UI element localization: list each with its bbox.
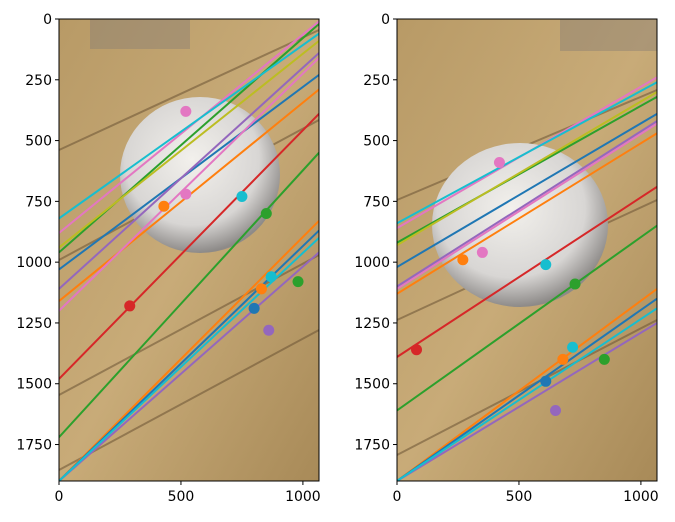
left-x-axis: 0 500 1000 — [55, 481, 321, 505]
left-keypoint-8 — [263, 324, 275, 336]
right-y-tick-label: 500 — [363, 134, 390, 150]
right-y-tick-label: 250 — [363, 73, 390, 89]
left-keypoint-1 — [180, 105, 192, 117]
left-keypoint-2 — [158, 200, 170, 212]
right-keypoint-5 — [569, 278, 581, 290]
left-y-tick-label: 500 — [25, 134, 52, 150]
right-epipolar-line-0 — [397, 112, 657, 268]
right-y-tick-label: 1500 — [354, 377, 390, 393]
right-epipolar-line-11 — [397, 297, 657, 481]
right-epipolar-line-6 — [397, 81, 657, 225]
right-epipolar-line-10 — [397, 288, 657, 481]
right-keypoint-1 — [493, 156, 505, 168]
right-epipolar-line-12 — [397, 322, 657, 481]
right-photo-background — [396, 19, 658, 481]
right-y-tick-label: 1250 — [354, 316, 390, 332]
left-keypoint-0 — [124, 300, 136, 312]
left-plot: 0 500 1000 0 250 500 750 1000 1250 1500 1750 — [16, 12, 320, 505]
left-keypoint-6 — [255, 283, 267, 295]
right-keypoints — [411, 156, 610, 416]
right-epipolar-line-4 — [397, 120, 657, 288]
right-x-tick-label: 0 — [393, 489, 402, 505]
right-epipolar-line-13 — [397, 307, 657, 481]
right-epipolar-line-2 — [397, 95, 657, 244]
left-keypoints — [124, 105, 304, 336]
left-x-tick-label: 500 — [168, 489, 195, 505]
right-plot: 0 500 1000 0 250 500 750 1000 1250 1500 1750 — [354, 12, 658, 505]
right-y-tick-label: 750 — [363, 194, 390, 210]
left-y-axis: 0 250 500 750 1000 1250 1500 1750 — [16, 12, 59, 454]
right-keypoint-2 — [457, 254, 469, 266]
right-x-tick-label: 1000 — [623, 489, 659, 505]
left-y-tick-label: 250 — [25, 73, 52, 89]
right-epipolar-lines — [397, 76, 657, 481]
right-keypoint-3 — [476, 246, 488, 258]
left-epipolar-line-6 — [59, 32, 319, 220]
left-y-tick-label: 0 — [43, 12, 52, 28]
right-y-tick-label: 0 — [381, 12, 390, 28]
left-keypoint-4 — [236, 191, 248, 203]
left-y-tick-label: 750 — [25, 194, 52, 210]
right-y-tick-label: 1750 — [354, 438, 390, 454]
left-epipolar-line-10 — [59, 220, 319, 481]
left-epipolar-line-4 — [59, 52, 319, 290]
left-y-tick-label: 1750 — [16, 438, 52, 454]
right-keypoint-8 — [550, 404, 562, 416]
right-epipolar-line-8 — [397, 122, 657, 290]
right-epipolar-line-7 — [397, 224, 657, 412]
right-y-axis: 0 250 500 750 1000 1250 1500 1750 — [354, 12, 397, 454]
left-x-tick-label: 0 — [55, 489, 64, 505]
right-keypoint-4 — [540, 259, 552, 271]
left-keypoint-3 — [180, 188, 192, 200]
right-epipolar-line-1 — [397, 132, 657, 295]
right-keypoint-10 — [567, 341, 579, 353]
left-y-tick-label: 1500 — [16, 377, 52, 393]
left-epipolar-lines — [59, 20, 319, 481]
right-x-tick-label: 500 — [506, 489, 533, 505]
right-epipolar-line-3 — [397, 185, 657, 358]
right-y-tick-label: 1000 — [354, 255, 390, 271]
right-keypoint-9 — [598, 353, 610, 365]
right-keypoint-0 — [411, 344, 423, 356]
left-keypoint-5 — [260, 208, 272, 220]
left-epipolar-line-12 — [59, 251, 319, 481]
left-x-tick-label: 1000 — [285, 489, 321, 505]
left-keypoint-9 — [292, 276, 304, 288]
right-keypoint-7 — [540, 375, 552, 387]
left-y-tick-label: 1000 — [16, 255, 52, 271]
left-keypoint-7 — [248, 302, 260, 314]
left-epipolar-line-8 — [59, 57, 319, 312]
right-epipolar-line-9 — [397, 91, 657, 246]
right-x-axis: 0 500 1000 — [393, 481, 659, 505]
left-epipolar-line-7 — [59, 152, 319, 438]
right-keypoint-6 — [557, 353, 569, 365]
left-y-tick-label: 1250 — [16, 316, 52, 332]
left-keypoint-10 — [265, 271, 277, 283]
left-epipolar-line-3 — [59, 113, 319, 380]
left-epipolar-line-9 — [59, 40, 319, 249]
